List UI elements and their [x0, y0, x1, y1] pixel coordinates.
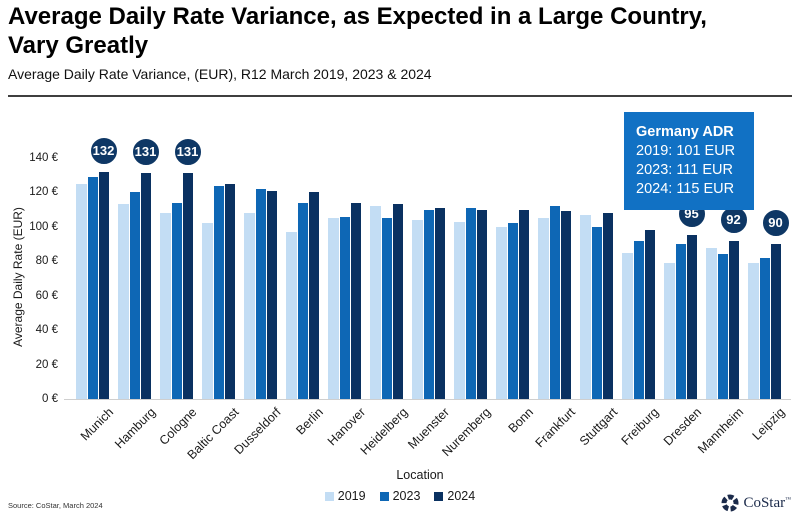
x-label-leipzig: Leipzig	[749, 405, 788, 443]
bar-baltic-coast-2023[interactable]	[213, 185, 224, 399]
bar-stuttgart-2023[interactable]	[591, 226, 602, 399]
bar-mannheim-2024[interactable]	[728, 240, 739, 399]
bar-dresden-2019[interactable]	[664, 263, 675, 399]
bar-munich-2019[interactable]	[76, 183, 87, 399]
bar-mannheim-2023[interactable]	[717, 254, 728, 399]
x-label-bonn: Bonn	[505, 405, 536, 436]
bar-dusseldorf-2023[interactable]	[255, 188, 266, 399]
y-tick-100: 100 €	[29, 220, 58, 233]
bar-frankfurt-2023[interactable]	[549, 206, 560, 399]
bar-stuttgart-2024[interactable]	[602, 213, 613, 399]
bar-bonn-2024[interactable]	[518, 209, 529, 399]
legend-swatch-2023	[379, 491, 389, 501]
bar-frankfurt-2024[interactable]	[560, 211, 571, 399]
bar-munich-2023[interactable]	[87, 176, 98, 399]
bar-muenster-2024[interactable]	[434, 207, 445, 399]
legend-item-2024[interactable]: 2024	[434, 489, 475, 503]
x-axis-line	[64, 399, 791, 400]
germany-adr-callout: Germany ADR 2019: 101 EUR 2023: 111 EUR …	[624, 112, 754, 210]
bar-hamburg-2019[interactable]	[118, 204, 129, 399]
costar-logo-text: CoStar™	[743, 494, 791, 511]
bar-dresden-2024[interactable]	[686, 235, 697, 399]
bar-cologne-2019[interactable]	[160, 213, 171, 399]
x-label-dresden: Dresden	[660, 405, 704, 449]
chart-legend: 2019 2023 2024	[0, 489, 800, 503]
bar-freiburg-2024[interactable]	[644, 230, 655, 399]
bar-dusseldorf-2024[interactable]	[266, 190, 277, 399]
costar-logo-icon	[721, 494, 739, 512]
bar-berlin-2024[interactable]	[308, 192, 319, 399]
source-note: Source: CoStar, March 2024	[8, 501, 103, 510]
bar-heidelberg-2023[interactable]	[381, 218, 392, 399]
x-label-berlin: Berlin	[293, 405, 326, 438]
bar-cologne-2023[interactable]	[171, 202, 182, 399]
bar-leipzig-2024[interactable]	[770, 244, 781, 399]
legend-label-2019: 2019	[337, 489, 366, 503]
page-title: Average Daily Rate Variance, as Expected…	[8, 3, 707, 59]
bar-hamburg-2023[interactable]	[129, 192, 140, 399]
bar-hanover-2024[interactable]	[350, 202, 361, 399]
x-label-hamburg: Hamburg	[111, 405, 158, 452]
y-tick-20: 20 €	[35, 358, 58, 371]
legend-item-2023[interactable]: 2023	[379, 489, 421, 503]
y-tick-60: 60 €	[35, 289, 58, 302]
callout-line-2019: 2019: 101 EUR	[636, 143, 736, 159]
bar-muenster-2023[interactable]	[423, 209, 434, 399]
bar-leipzig-2019[interactable]	[748, 263, 759, 399]
y-tick-80: 80 €	[35, 255, 58, 268]
legend-label-2023: 2023	[392, 489, 421, 503]
y-tick-140: 140 €	[29, 152, 58, 164]
value-badge-munich: 132	[88, 135, 119, 166]
bar-heidelberg-2024[interactable]	[392, 204, 403, 399]
value-badge-hamburg: 131	[130, 137, 161, 168]
bar-dusseldorf-2019[interactable]	[244, 213, 255, 399]
callout-line-2023: 2023: 111 EUR	[636, 162, 733, 179]
x-label-munich: Munich	[77, 405, 116, 444]
costar-logo-trademark: ™	[785, 496, 791, 503]
bar-hanover-2019[interactable]	[328, 218, 339, 399]
legend-swatch-2019	[324, 491, 334, 501]
bar-freiburg-2023[interactable]	[633, 240, 644, 399]
x-label-stuttgart: Stuttgart	[576, 405, 620, 449]
callout-title: Germany ADR	[636, 124, 734, 140]
legend-swatch-2024	[434, 491, 444, 501]
bar-hanover-2023[interactable]	[339, 216, 350, 399]
x-label-hanover: Hanover	[324, 405, 368, 449]
y-tick-40: 40 €	[35, 324, 58, 337]
bar-heidelberg-2019[interactable]	[370, 206, 381, 399]
bar-baltic-coast-2024[interactable]	[224, 183, 235, 399]
legend-label-2024: 2024	[447, 489, 476, 503]
bar-mannheim-2019[interactable]	[706, 247, 717, 399]
bar-hamburg-2024[interactable]	[140, 173, 151, 399]
bar-bonn-2019[interactable]	[496, 226, 507, 399]
bar-baltic-coast-2019[interactable]	[202, 223, 213, 399]
x-label-frankfurt: Frankfurt	[532, 405, 578, 451]
x-axis-title: Location	[396, 468, 444, 482]
bar-nuremberg-2019[interactable]	[454, 221, 465, 399]
divider-line	[8, 95, 792, 97]
bar-leipzig-2023[interactable]	[759, 257, 770, 399]
bar-berlin-2019[interactable]	[286, 232, 297, 399]
bar-nuremberg-2023[interactable]	[465, 207, 476, 399]
bar-cologne-2024[interactable]	[182, 173, 193, 399]
value-badge-leipzig: 90	[760, 208, 791, 239]
bar-freiburg-2019[interactable]	[622, 252, 633, 399]
bar-munich-2024[interactable]	[98, 171, 109, 399]
y-tick-120: 120 €	[29, 186, 58, 199]
value-badge-cologne: 131	[172, 137, 203, 168]
bar-nuremberg-2024[interactable]	[476, 209, 487, 399]
legend-item-2019[interactable]: 2019	[324, 489, 366, 503]
bar-bonn-2023[interactable]	[507, 223, 518, 399]
callout-line-2024: 2024: 115 EUR	[636, 181, 735, 198]
bar-dresden-2023[interactable]	[675, 244, 686, 399]
bar-stuttgart-2019[interactable]	[580, 214, 591, 399]
bar-muenster-2019[interactable]	[412, 219, 423, 399]
bar-frankfurt-2019[interactable]	[538, 218, 549, 399]
x-label-freiburg: Freiburg	[619, 405, 662, 448]
costar-logo: CoStar™	[721, 494, 791, 512]
bar-berlin-2023[interactable]	[297, 202, 308, 399]
chart-subtitle: Average Daily Rate Variance, (EUR), R12 …	[8, 66, 432, 82]
y-tick-0: 0 €	[42, 393, 58, 405]
